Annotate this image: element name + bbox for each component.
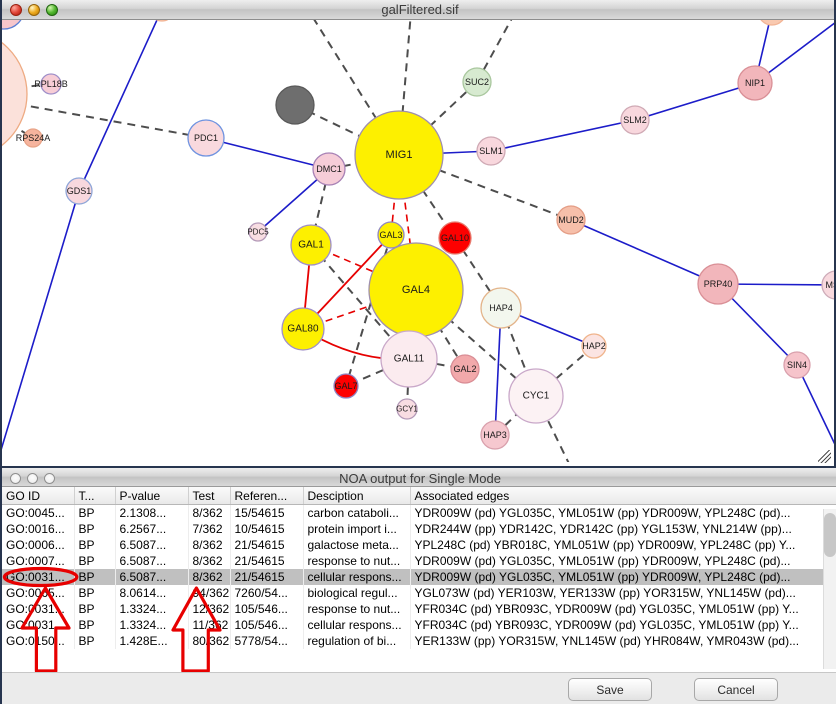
- svg-text:SUC2: SUC2: [465, 77, 489, 87]
- svg-text:DMC1: DMC1: [316, 164, 342, 174]
- svg-text:NIP1: NIP1: [745, 78, 765, 88]
- svg-text:GAL4: GAL4: [402, 284, 430, 296]
- svg-text:GAL7: GAL7: [334, 381, 357, 391]
- svg-text:PRP40: PRP40: [704, 279, 733, 289]
- svg-text:MUD2: MUD2: [558, 215, 584, 225]
- svg-text:RPL18B: RPL18B: [34, 79, 68, 89]
- svg-text:HAP3: HAP3: [483, 430, 507, 440]
- svg-text:MSI1: MSI1: [825, 280, 834, 290]
- svg-text:GAL2: GAL2: [453, 364, 476, 374]
- svg-text:GAL80: GAL80: [287, 324, 319, 335]
- svg-text:GDS1: GDS1: [67, 186, 92, 196]
- svg-text:SLM1: SLM1: [479, 146, 503, 156]
- svg-text:HAP4: HAP4: [489, 303, 513, 313]
- svg-text:SIN4: SIN4: [787, 360, 807, 370]
- svg-text:PDC5: PDC5: [247, 228, 269, 237]
- svg-text:RPS24A: RPS24A: [16, 133, 51, 143]
- svg-text:PDC1: PDC1: [194, 133, 218, 143]
- svg-text:GAL10: GAL10: [441, 233, 469, 243]
- svg-text:GAL11: GAL11: [394, 354, 425, 365]
- svg-text:GAL3: GAL3: [379, 230, 402, 240]
- svg-text:GAL1: GAL1: [298, 240, 324, 251]
- svg-text:GCY1: GCY1: [396, 405, 418, 414]
- svg-text:MIG1: MIG1: [386, 149, 413, 161]
- svg-text:SLM2: SLM2: [623, 115, 647, 125]
- svg-text:HAP2: HAP2: [582, 341, 606, 351]
- svg-text:CYC1: CYC1: [523, 391, 550, 402]
